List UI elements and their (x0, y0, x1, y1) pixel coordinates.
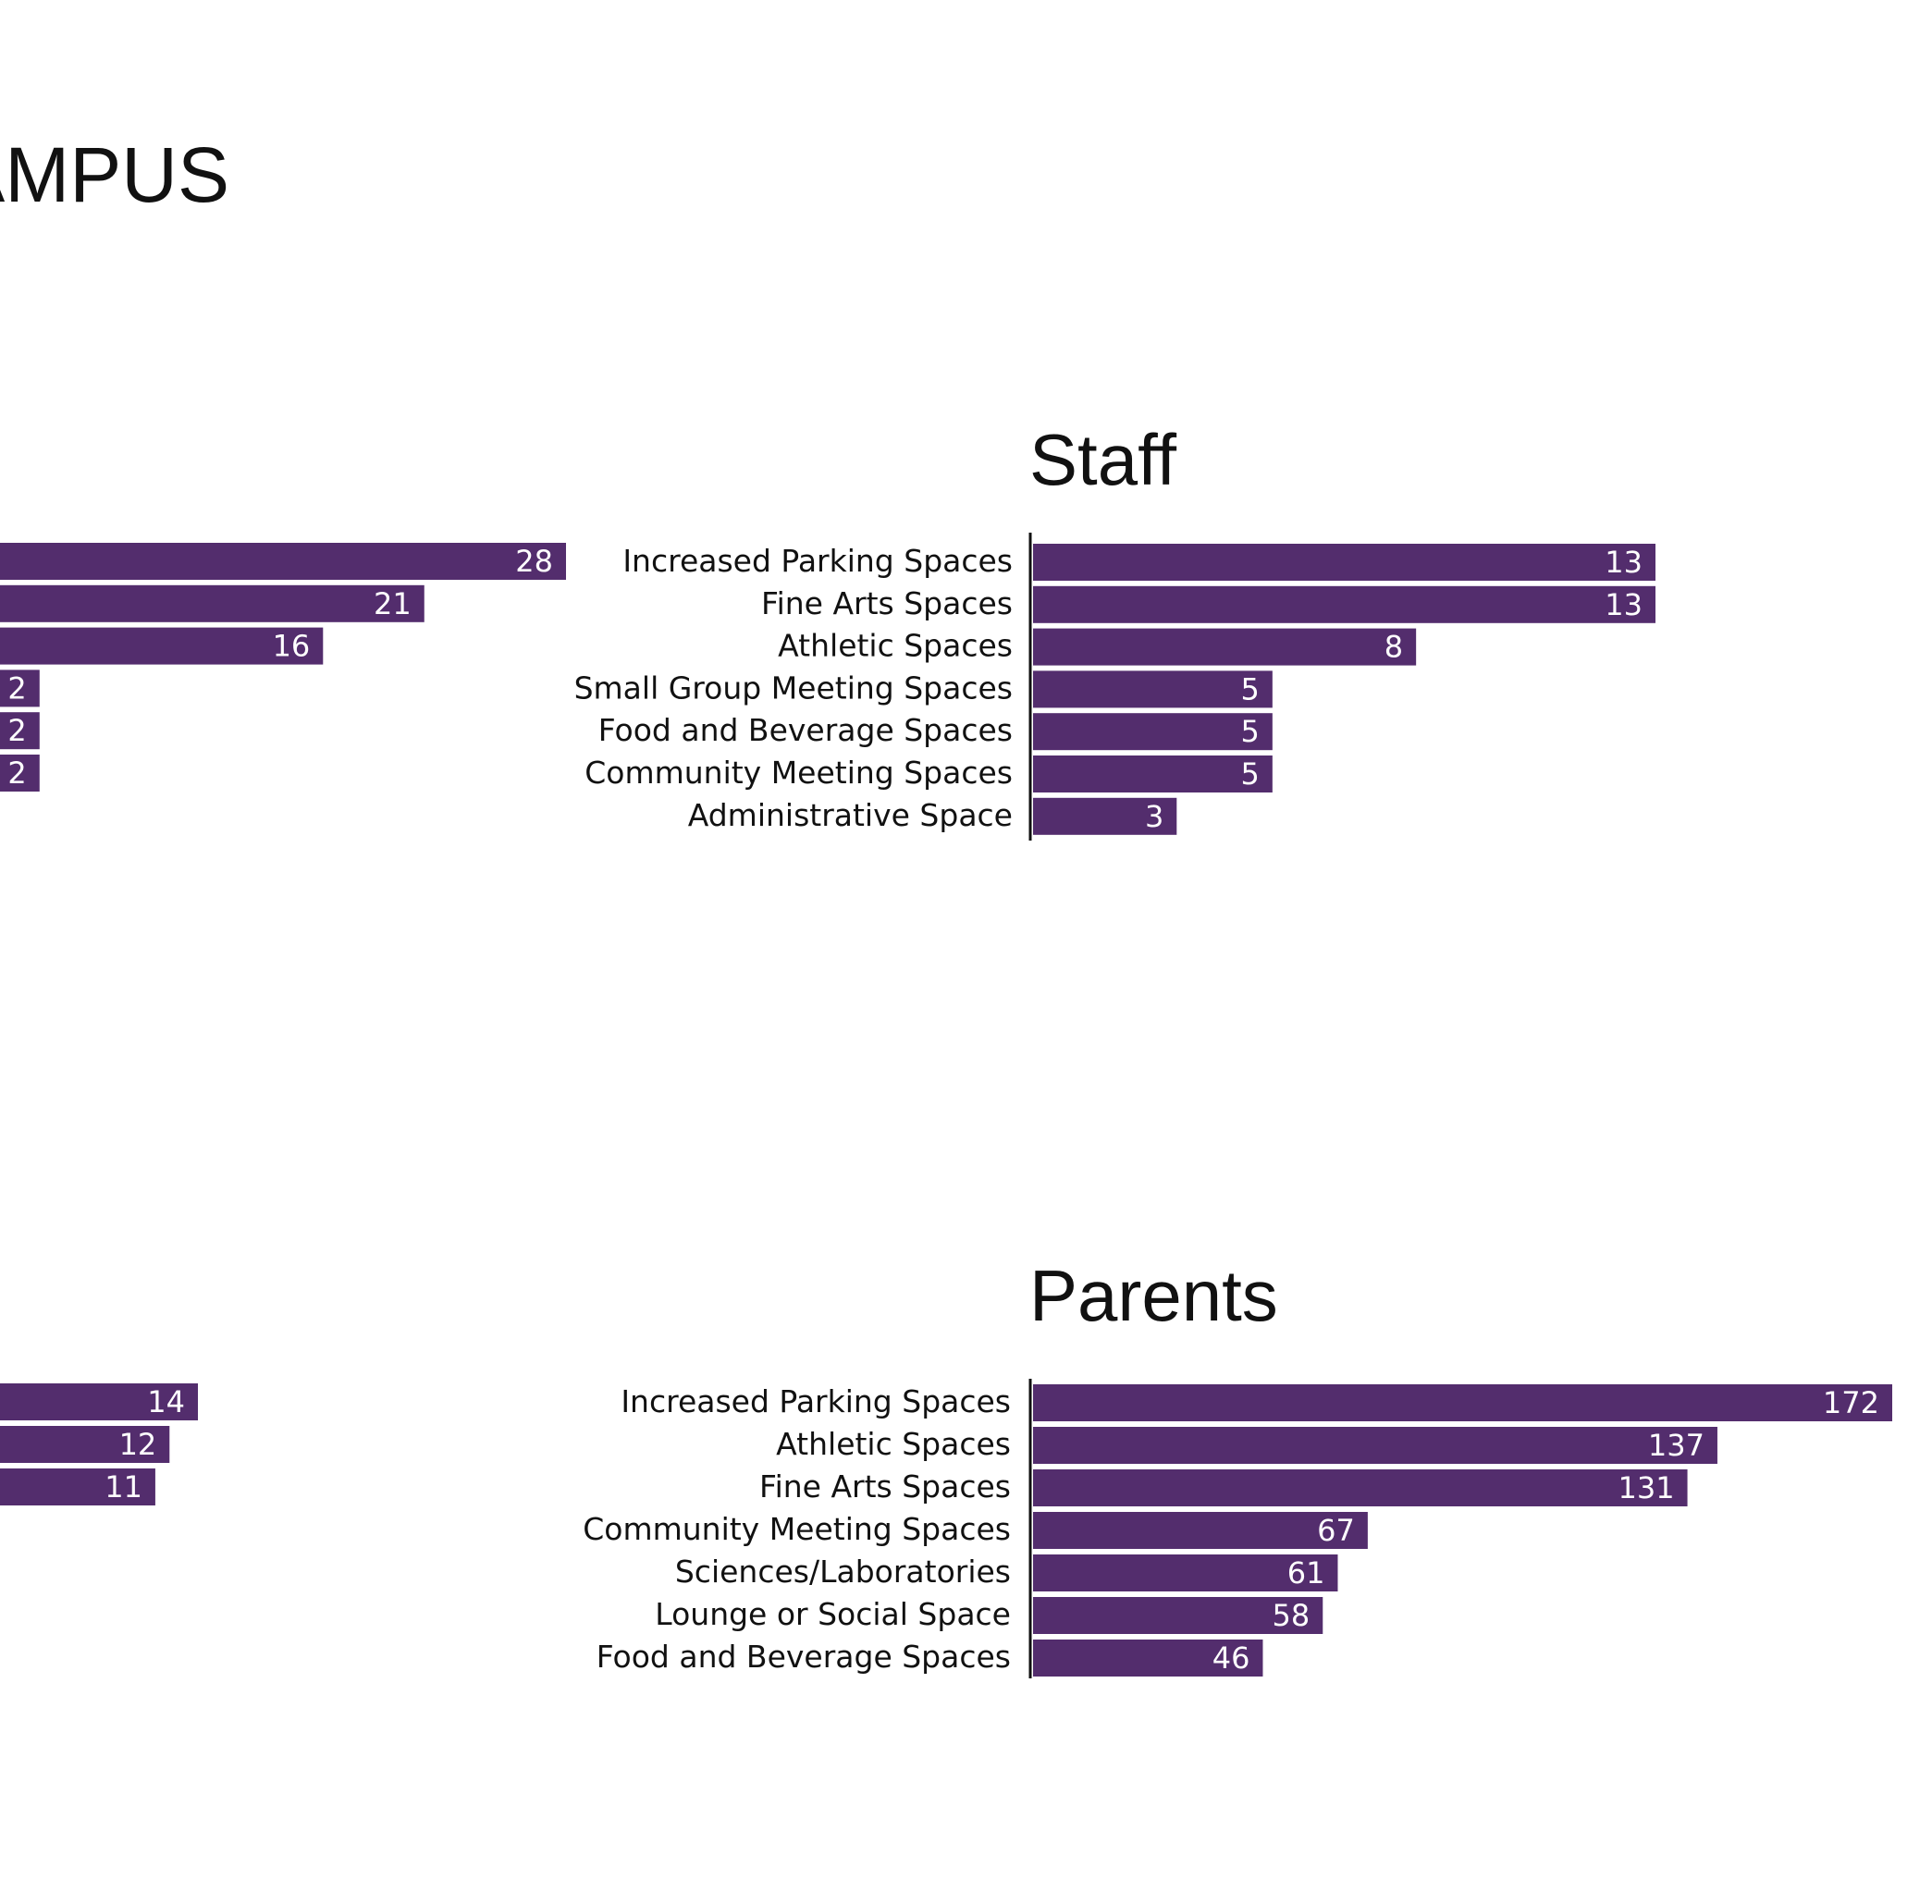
staff-value-label: 5 (1240, 714, 1259, 749)
staff-value-label: 3 (1145, 799, 1163, 834)
staff-category-label: Administrative Space (688, 797, 1013, 833)
parents-bar (1033, 1554, 1338, 1591)
staff-value-label: 8 (1384, 630, 1403, 665)
staff-category-label: Small Group Meeting Spaces (574, 669, 1013, 706)
staff-value-label: 5 (1240, 671, 1259, 706)
chart-1-bar (0, 712, 40, 750)
parents-bar (1033, 1512, 1368, 1549)
chart-3-bar (0, 1468, 155, 1505)
parents-value-label: 46 (1212, 1640, 1250, 1676)
staff-bar (1033, 670, 1273, 708)
staff-bar (1033, 585, 1655, 623)
parents-category-label: Athletic Spaces (776, 1426, 1011, 1462)
chart-1-value-label: 2 (7, 670, 26, 706)
parents-category-label: Lounge or Social Space (655, 1596, 1011, 1632)
parents-value-label: 131 (1618, 1470, 1674, 1505)
parents-bar (1033, 1640, 1263, 1677)
staff-category-label: Community Meeting Spaces (585, 755, 1013, 791)
chart-1-value-label: 2 (7, 713, 26, 748)
parents-category-label: Increased Parking Spaces (621, 1383, 1011, 1419)
chart-1-bar (0, 584, 425, 622)
parents-category-label: Community Meeting Spaces (583, 1511, 1011, 1547)
chart-3-bar (0, 1383, 198, 1420)
staff-bar (1033, 544, 1655, 581)
parents-bar (1033, 1427, 1717, 1464)
chart-1-bar (0, 755, 40, 792)
parents-title: Parents (1029, 1255, 1278, 1336)
staff-category-label: Food and Beverage Spaces (598, 712, 1013, 748)
parents-value-label: 137 (1648, 1428, 1704, 1463)
staff-bar (1033, 628, 1417, 666)
staff-title: Staff (1029, 419, 1176, 500)
parents-value-label: 61 (1287, 1555, 1325, 1591)
chart-1-value-label: 2 (7, 755, 26, 791)
staff-bar (1033, 713, 1273, 751)
parents-bar (1033, 1384, 1892, 1421)
staff-category-label: Athletic Spaces (778, 628, 1013, 664)
staff-bar (1033, 755, 1273, 792)
chart-1-value-label: 21 (374, 586, 412, 621)
chart-3-value-label: 11 (105, 1469, 142, 1505)
page-title-fragment: AMPUS (0, 136, 229, 210)
chart-3-value-label: 12 (119, 1427, 157, 1462)
parents-category-label: Food and Beverage Spaces (597, 1639, 1011, 1675)
chart-1-bar (0, 543, 566, 580)
chart-1-bar (0, 627, 324, 665)
staff-value-label: 13 (1605, 545, 1643, 580)
chart-1-value-label: 28 (515, 544, 553, 579)
chart-3-value-label: 14 (147, 1384, 185, 1419)
parents-bar (1033, 1469, 1688, 1506)
staff-value-label: 5 (1240, 756, 1259, 792)
page-title: AMPUS (0, 136, 229, 210)
parents-bar (1033, 1597, 1323, 1634)
parents-category-label: Fine Arts Spaces (759, 1468, 1011, 1505)
parents-value-label: 67 (1317, 1513, 1355, 1548)
parents-value-label: 172 (1823, 1385, 1879, 1420)
parents-category-label: Sciences/Laboratories (675, 1554, 1011, 1590)
chart-1-value-label: 16 (273, 629, 311, 664)
parents-value-label: 58 (1273, 1598, 1311, 1633)
staff-category-label: Fine Arts Spaces (761, 585, 1013, 621)
chart-1-bar (0, 669, 40, 707)
staff-category-label: Increased Parking Spaces (622, 543, 1013, 579)
staff-value-label: 13 (1605, 587, 1643, 622)
staff-bar (1033, 797, 1177, 835)
chart-3-bar (0, 1426, 170, 1463)
